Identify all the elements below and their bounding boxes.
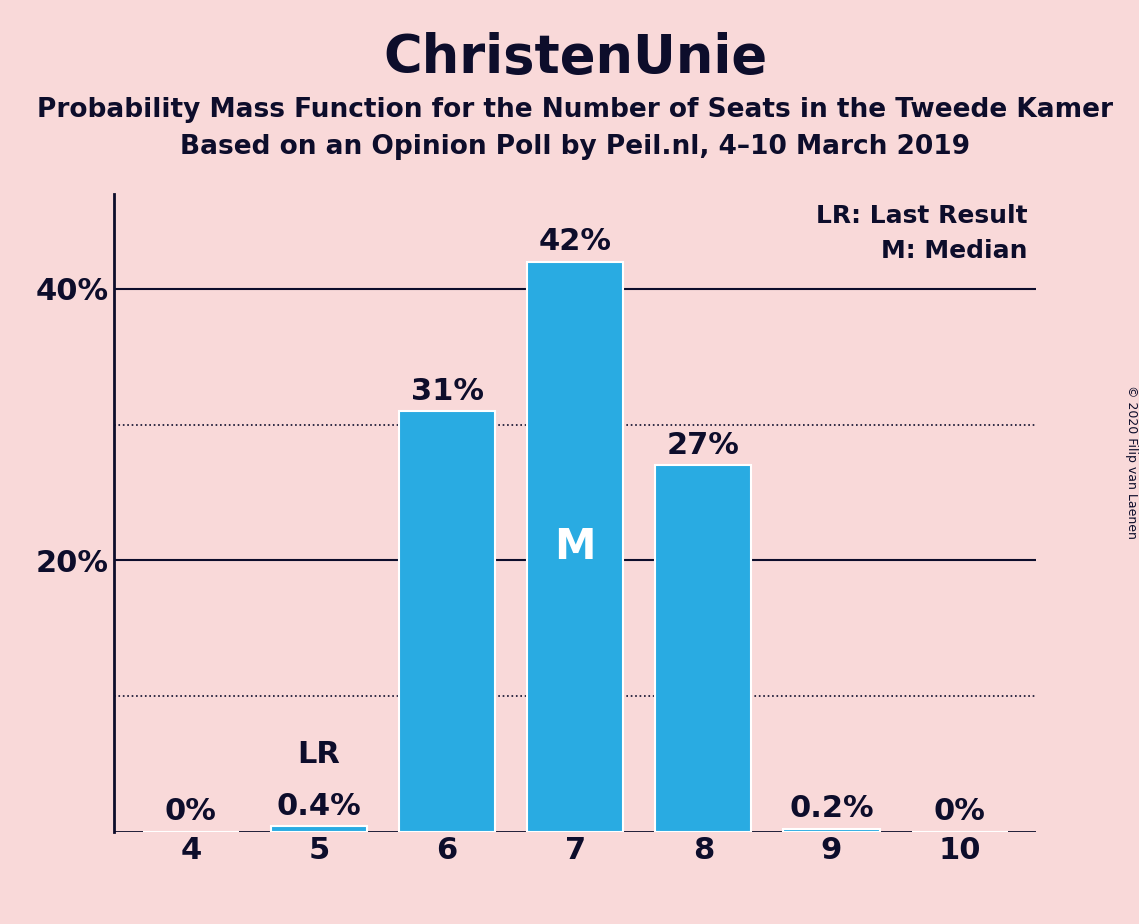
Text: M: M xyxy=(555,526,596,567)
Text: Probability Mass Function for the Number of Seats in the Tweede Kamer: Probability Mass Function for the Number… xyxy=(38,97,1113,123)
Bar xyxy=(399,411,495,832)
Bar xyxy=(784,829,879,832)
Text: 31%: 31% xyxy=(410,377,484,406)
Text: 0%: 0% xyxy=(165,797,216,826)
Text: LR: LR xyxy=(297,740,341,769)
Text: © 2020 Filip van Laenen: © 2020 Filip van Laenen xyxy=(1124,385,1138,539)
Text: M: Median: M: Median xyxy=(880,238,1027,262)
Text: 27%: 27% xyxy=(667,431,739,460)
Text: LR: Last Result: LR: Last Result xyxy=(816,203,1027,227)
Bar xyxy=(271,826,367,832)
Bar xyxy=(655,466,752,832)
Bar xyxy=(527,261,623,832)
Text: 42%: 42% xyxy=(539,227,612,257)
Text: ChristenUnie: ChristenUnie xyxy=(383,32,768,84)
Text: Based on an Opinion Poll by Peil.nl, 4–10 March 2019: Based on an Opinion Poll by Peil.nl, 4–1… xyxy=(180,134,970,160)
Text: 0.2%: 0.2% xyxy=(789,795,874,823)
Text: 0.4%: 0.4% xyxy=(277,792,361,821)
Text: 0%: 0% xyxy=(934,797,985,826)
